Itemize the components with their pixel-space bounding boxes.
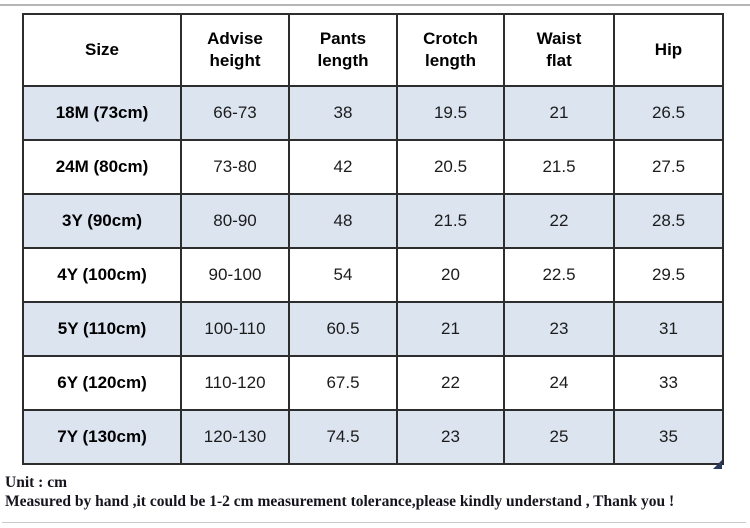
- cell-crotch-length: 21.5: [396, 193, 505, 249]
- table-row: 3Y (90cm) 80-90 48 21.5 22 28.5: [22, 193, 724, 249]
- col-header-advise-height: Advise height: [180, 13, 290, 87]
- cell-pants-length: 74.5: [288, 409, 398, 465]
- cell-hip: 26.5: [613, 85, 724, 141]
- col-header-crotch-length: Crotch length: [396, 13, 505, 87]
- cell-hip: 33: [613, 355, 724, 411]
- unit-label: Unit : cm: [5, 474, 67, 491]
- table-row: 5Y (110cm) 100-110 60.5 21 23 31: [22, 301, 724, 357]
- table-corner-handle-icon: [713, 460, 722, 469]
- cell-size: 5Y (110cm): [22, 301, 182, 357]
- cell-crotch-length: 19.5: [396, 85, 505, 141]
- size-chart-table: Size Advise height Pants length Crotch l…: [22, 13, 724, 465]
- cell-pants-length: 38: [288, 85, 398, 141]
- bottom-divider-line: [2, 522, 746, 523]
- cell-waist-flat: 21: [503, 85, 615, 141]
- cell-pants-length: 42: [288, 139, 398, 195]
- col-header-waist-flat: Waist flat: [503, 13, 615, 87]
- cell-hip: 31: [613, 301, 724, 357]
- cell-waist-flat: 24: [503, 355, 615, 411]
- cell-hip: 27.5: [613, 139, 724, 195]
- cell-crotch-length: 20: [396, 247, 505, 303]
- cell-crotch-length: 21: [396, 301, 505, 357]
- table-row: 4Y (100cm) 90-100 54 20 22.5 29.5: [22, 247, 724, 303]
- cell-waist-flat: 23: [503, 301, 615, 357]
- cell-hip: 28.5: [613, 193, 724, 249]
- cell-hip: 29.5: [613, 247, 724, 303]
- cell-waist-flat: 25: [503, 409, 615, 465]
- tolerance-note: Measured by hand ,it could be 1-2 cm mea…: [5, 493, 675, 510]
- cell-pants-length: 67.5: [288, 355, 398, 411]
- cell-crotch-length: 20.5: [396, 139, 505, 195]
- cell-advise-height: 100-110: [180, 301, 290, 357]
- cell-advise-height: 66-73: [180, 85, 290, 141]
- cell-size: 7Y (130cm): [22, 409, 182, 465]
- cell-advise-height: 120-130: [180, 409, 290, 465]
- table-row: 6Y (120cm) 110-120 67.5 22 24 33: [22, 355, 724, 411]
- cell-advise-height: 90-100: [180, 247, 290, 303]
- cell-size: 6Y (120cm): [22, 355, 182, 411]
- cell-crotch-length: 22: [396, 355, 505, 411]
- footer-notes: Unit : cm Measured by hand ,it could be …: [5, 473, 674, 511]
- table-row: 24M (80cm) 73-80 42 20.5 21.5 27.5: [22, 139, 724, 195]
- cell-advise-height: 110-120: [180, 355, 290, 411]
- cell-pants-length: 60.5: [288, 301, 398, 357]
- cell-pants-length: 54: [288, 247, 398, 303]
- cell-pants-length: 48: [288, 193, 398, 249]
- col-header-hip: Hip: [613, 13, 724, 87]
- cell-crotch-length: 23: [396, 409, 505, 465]
- table-row: 7Y (130cm) 120-130 74.5 23 25 35: [22, 409, 724, 465]
- cell-advise-height: 73-80: [180, 139, 290, 195]
- cell-size: 18M (73cm): [22, 85, 182, 141]
- col-header-pants-length: Pants length: [288, 13, 398, 87]
- cell-waist-flat: 22: [503, 193, 615, 249]
- cell-size: 24M (80cm): [22, 139, 182, 195]
- cell-waist-flat: 21.5: [503, 139, 615, 195]
- cell-size: 4Y (100cm): [22, 247, 182, 303]
- table-row: 18M (73cm) 66-73 38 19.5 21 26.5: [22, 85, 724, 141]
- cell-waist-flat: 22.5: [503, 247, 615, 303]
- cell-advise-height: 80-90: [180, 193, 290, 249]
- top-divider-line: [0, 4, 750, 6]
- col-header-size: Size: [22, 13, 182, 87]
- cell-hip: 35: [613, 409, 724, 465]
- header-row: Size Advise height Pants length Crotch l…: [22, 13, 724, 87]
- cell-size: 3Y (90cm): [22, 193, 182, 249]
